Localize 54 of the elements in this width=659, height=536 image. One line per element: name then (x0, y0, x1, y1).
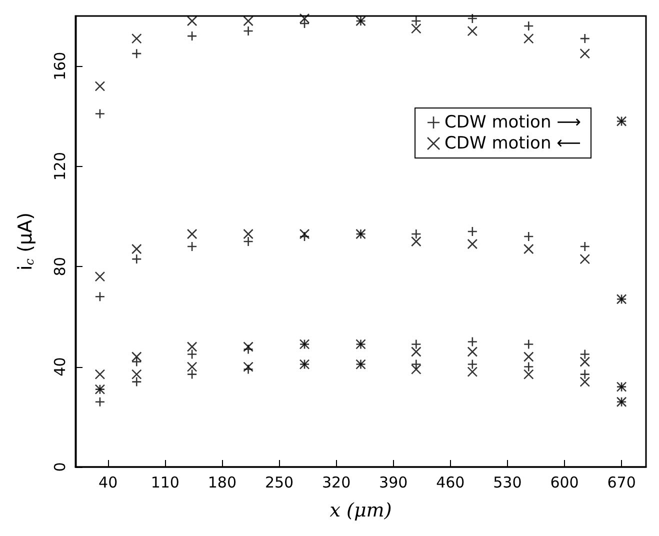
point (580, 33, 590, 44)
point (243, 362, 254, 372)
x-tick-label: 110 (150, 474, 180, 492)
point (580, 254, 590, 264)
point (131, 244, 142, 254)
point (186, 30, 198, 42)
point (299, 228, 310, 240)
point (94, 369, 106, 380)
point (186, 16, 198, 26)
y-tick-label: 120 (51, 152, 69, 181)
y-tick-label: 0 (51, 462, 69, 472)
point (467, 13, 478, 24)
point (523, 33, 534, 44)
y-tick-label: 160 (51, 52, 69, 80)
legend-label: CDW motion ⟶ (444, 112, 582, 132)
x-tick-label: 600 (550, 474, 579, 492)
point (467, 336, 478, 347)
point (467, 346, 478, 357)
y-axis-title: ic (μA) (14, 212, 36, 270)
point (94, 271, 106, 282)
y-tick-label: 80 (51, 257, 69, 276)
x-tick-label: 320 (322, 474, 351, 492)
point (467, 226, 478, 237)
x-tick-label: 670 (607, 474, 636, 492)
y-tick-label: 40 (51, 357, 69, 376)
point (467, 26, 478, 36)
point (131, 254, 142, 264)
point (243, 342, 254, 352)
point (131, 33, 142, 44)
x-tick-label: 390 (379, 474, 408, 492)
x-axis-title: x (μm) (330, 500, 392, 522)
x-tick-label: 530 (493, 474, 522, 492)
point (299, 231, 310, 242)
point (580, 241, 590, 252)
point (186, 228, 198, 240)
point (523, 352, 534, 362)
point (523, 244, 534, 254)
point (94, 108, 106, 119)
point (243, 16, 254, 26)
x-tick-label: 460 (436, 474, 465, 492)
x-tick-label: 250 (264, 474, 294, 492)
point (523, 20, 534, 32)
legend-label: CDW motion ⟵ (444, 134, 582, 154)
point (523, 231, 534, 242)
point (94, 291, 106, 302)
point (467, 238, 478, 250)
point (131, 48, 142, 59)
x-tick-label: 40 (98, 474, 118, 492)
point (186, 241, 198, 252)
point (94, 81, 106, 92)
point (243, 26, 254, 36)
point (580, 48, 590, 59)
x-tick-label: 180 (208, 474, 237, 492)
point (94, 396, 106, 408)
